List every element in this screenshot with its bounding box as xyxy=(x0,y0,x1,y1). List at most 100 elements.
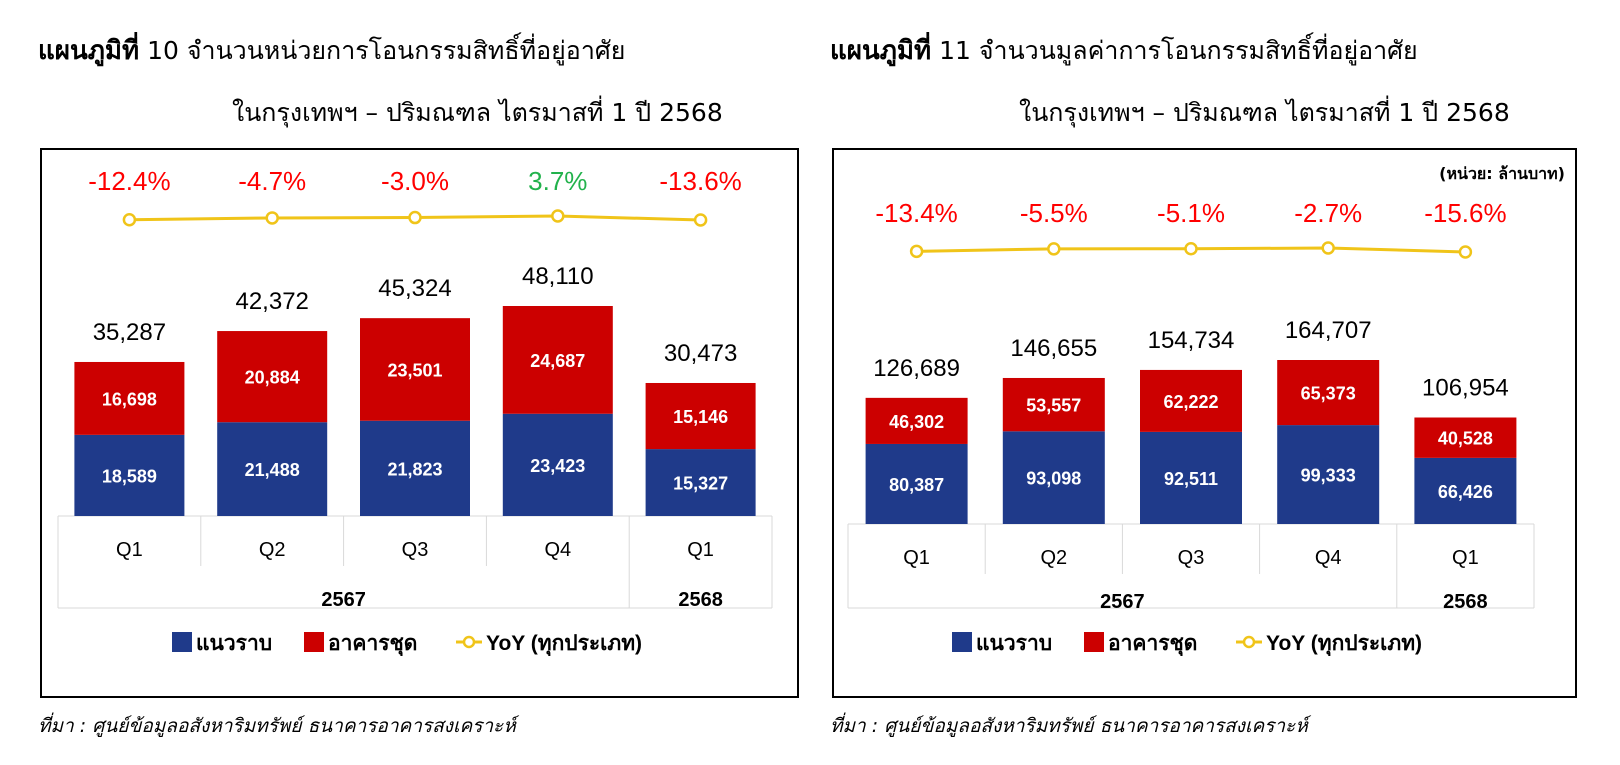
legend-swatch-yoy-marker xyxy=(1242,635,1256,649)
x-tick-label: Q3 xyxy=(402,539,429,561)
total-label: 35,287 xyxy=(93,319,166,346)
data-label-condo: 20,884 xyxy=(245,368,300,388)
yoy-label: -2.7% xyxy=(1294,198,1362,228)
chart-subtitle: ในกรุงเทพฯ – ปริมณฑล ไตรมาสที่ 1 ปี 2568 xyxy=(1019,98,1510,127)
bars: 18,589 16,698 35,287 21,488 20,884 42,372 21,8… xyxy=(74,263,756,516)
total-label: 30,473 xyxy=(664,340,737,367)
chart-panel-value: แผนภูมิที่ 11 จำนวนมูลค่าการโอนกรรมสิทธิ… xyxy=(826,0,1620,765)
yoy-label: -13.6% xyxy=(659,166,741,196)
legend-swatch-condo xyxy=(304,632,324,652)
total-label: 45,324 xyxy=(378,275,451,302)
chart-subtitle: ในกรุงเทพฯ – ปริมณฑล ไตรมาสที่ 1 ปี 2568 xyxy=(232,98,723,127)
x-tick-label: Q2 xyxy=(259,539,286,561)
x-tick-label: Q4 xyxy=(1315,547,1342,569)
data-label-landed: 15,327 xyxy=(673,474,728,494)
x-tick-label: Q1 xyxy=(116,539,143,561)
bar-landed xyxy=(217,422,328,516)
bar-landed xyxy=(502,413,613,516)
data-label-landed: 80,387 xyxy=(889,475,944,495)
legend-label-landed: แนวราบ xyxy=(196,632,272,655)
yoy-point xyxy=(909,244,924,259)
yoy-label: -13.4% xyxy=(875,198,957,228)
yoy-series: -12.4% -4.7% -3.0% 3.7% -13.6% xyxy=(88,166,742,227)
data-label-landed: 23,423 xyxy=(530,456,585,476)
data-label-landed: 93,098 xyxy=(1026,469,1081,489)
data-label-landed: 21,488 xyxy=(245,460,300,480)
bar-landed xyxy=(1414,457,1517,524)
bar-landed xyxy=(1002,431,1105,524)
category-axis: Q1 Q2 Q3 Q4 Q1 2567 2568 xyxy=(57,515,773,611)
total-label: 42,372 xyxy=(235,288,308,315)
unit-note: (หน่วย: ล้านบาท) xyxy=(1439,164,1565,183)
total-label: 126,689 xyxy=(873,355,960,382)
bars: 80,387 46,302 126,689 93,098 53,557 146,655 92… xyxy=(865,317,1517,524)
x-group-label: 2568 xyxy=(678,589,723,611)
bar-landed xyxy=(1277,425,1380,524)
x-tick-label: Q2 xyxy=(1040,547,1067,569)
data-label-condo: 24,687 xyxy=(530,351,585,371)
legend-label-landed: แนวราบ xyxy=(976,632,1052,655)
chart-title-prefix: แผนภูมิที่ xyxy=(38,36,140,66)
data-label-condo: 62,222 xyxy=(1163,392,1218,412)
data-label-condo: 53,557 xyxy=(1026,396,1081,416)
yoy-label: -5.1% xyxy=(1157,198,1225,228)
total-label: 164,707 xyxy=(1285,317,1372,344)
yoy-label: -3.0% xyxy=(381,166,449,196)
yoy-point xyxy=(1184,241,1198,256)
bar-landed xyxy=(1140,431,1242,524)
chart-frame: Q1 Q2 Q3 Q4 Q1 2567 2568 80,387 46,302 126,689 93,… xyxy=(832,148,1577,698)
yoy-label: -4.7% xyxy=(238,166,306,196)
yoy-label: -12.4% xyxy=(88,166,170,196)
yoy-label: 3.7% xyxy=(528,166,587,196)
yoy-point xyxy=(122,212,137,227)
legend-swatch-landed xyxy=(952,632,972,652)
total-label: 146,655 xyxy=(1010,335,1097,362)
legend-label-condo: อาคารชุด xyxy=(328,632,417,657)
chart-frame: Q1 Q2 Q3 Q4 Q1 2567 2568 18,589 16,698 35,287 21,4… xyxy=(40,148,799,698)
yoy-point xyxy=(1458,245,1473,259)
chart-title-text: 10 จำนวนหน่วยการโอนกรรมสิทธิ์ที่อยู่อาศั… xyxy=(147,36,626,65)
yoy-point xyxy=(265,211,279,225)
legend-swatch-landed xyxy=(172,632,192,652)
yoy-series: -13.4% -5.5% -5.1% -2.7% -15.6% xyxy=(875,198,1507,259)
yoy-label: -15.6% xyxy=(1424,198,1506,228)
bar-condo xyxy=(217,331,328,423)
data-label-landed: 92,511 xyxy=(1164,469,1218,489)
data-label-landed: 21,823 xyxy=(387,459,442,479)
data-label-condo: 23,501 xyxy=(387,360,442,380)
bar-condo xyxy=(1277,360,1380,426)
legend-label-yoy: YoY (ทุกประเภท) xyxy=(1266,632,1422,657)
bar-condo xyxy=(1002,377,1105,432)
yoy-point xyxy=(1321,241,1335,255)
bar-condo xyxy=(502,306,613,414)
data-label-condo: 65,373 xyxy=(1301,384,1356,404)
yoy-point xyxy=(693,213,708,227)
data-label-landed: 66,426 xyxy=(1438,482,1493,502)
bar-condo xyxy=(360,318,470,421)
total-label: 48,110 xyxy=(522,263,594,290)
yoy-point xyxy=(1047,242,1061,256)
yoy-point xyxy=(551,209,565,223)
category-axis: Q1 Q2 Q3 Q4 Q1 2567 2568 xyxy=(847,523,1535,613)
bar-condo xyxy=(1140,369,1242,432)
bar-landed xyxy=(74,434,185,516)
x-tick-label: Q1 xyxy=(1452,547,1479,569)
data-label-condo: 40,528 xyxy=(1438,429,1493,449)
stacked-bar-chart-units: Q1 Q2 Q3 Q4 Q1 2567 2568 18,589 16,698 35,287 21,4… xyxy=(57,166,773,657)
total-label: 154,734 xyxy=(1148,327,1235,354)
bar-landed xyxy=(360,420,470,516)
x-tick-label: Q1 xyxy=(903,547,930,569)
bar-condo xyxy=(865,397,968,444)
legend: แนวราบ อาคารชุด YoY (ทุกประเภท) xyxy=(952,632,1422,657)
legend: แนวราบ อาคารชุด YoY (ทุกประเภท) xyxy=(172,632,642,657)
bar-landed xyxy=(865,443,968,524)
bar-condo xyxy=(645,382,756,450)
legend-label-condo: อาคารชุด xyxy=(1108,632,1197,657)
yoy-label: -5.5% xyxy=(1020,198,1088,228)
source-note: ที่มา : ศูนย์ข้อมูลอสังหาริมทรัพย์ ธนาคา… xyxy=(830,715,1308,737)
stacked-bar-chart-value: Q1 Q2 Q3 Q4 Q1 2567 2568 80,387 46,302 126,689 93,… xyxy=(847,198,1535,657)
chart-title-text: 11 จำนวนมูลค่าการโอนกรรมสิทธิ์ที่อยู่อาศ… xyxy=(939,36,1418,65)
x-tick-label: Q4 xyxy=(544,539,571,561)
x-group-label: 2567 xyxy=(321,589,366,611)
data-label-condo: 16,698 xyxy=(102,389,157,409)
